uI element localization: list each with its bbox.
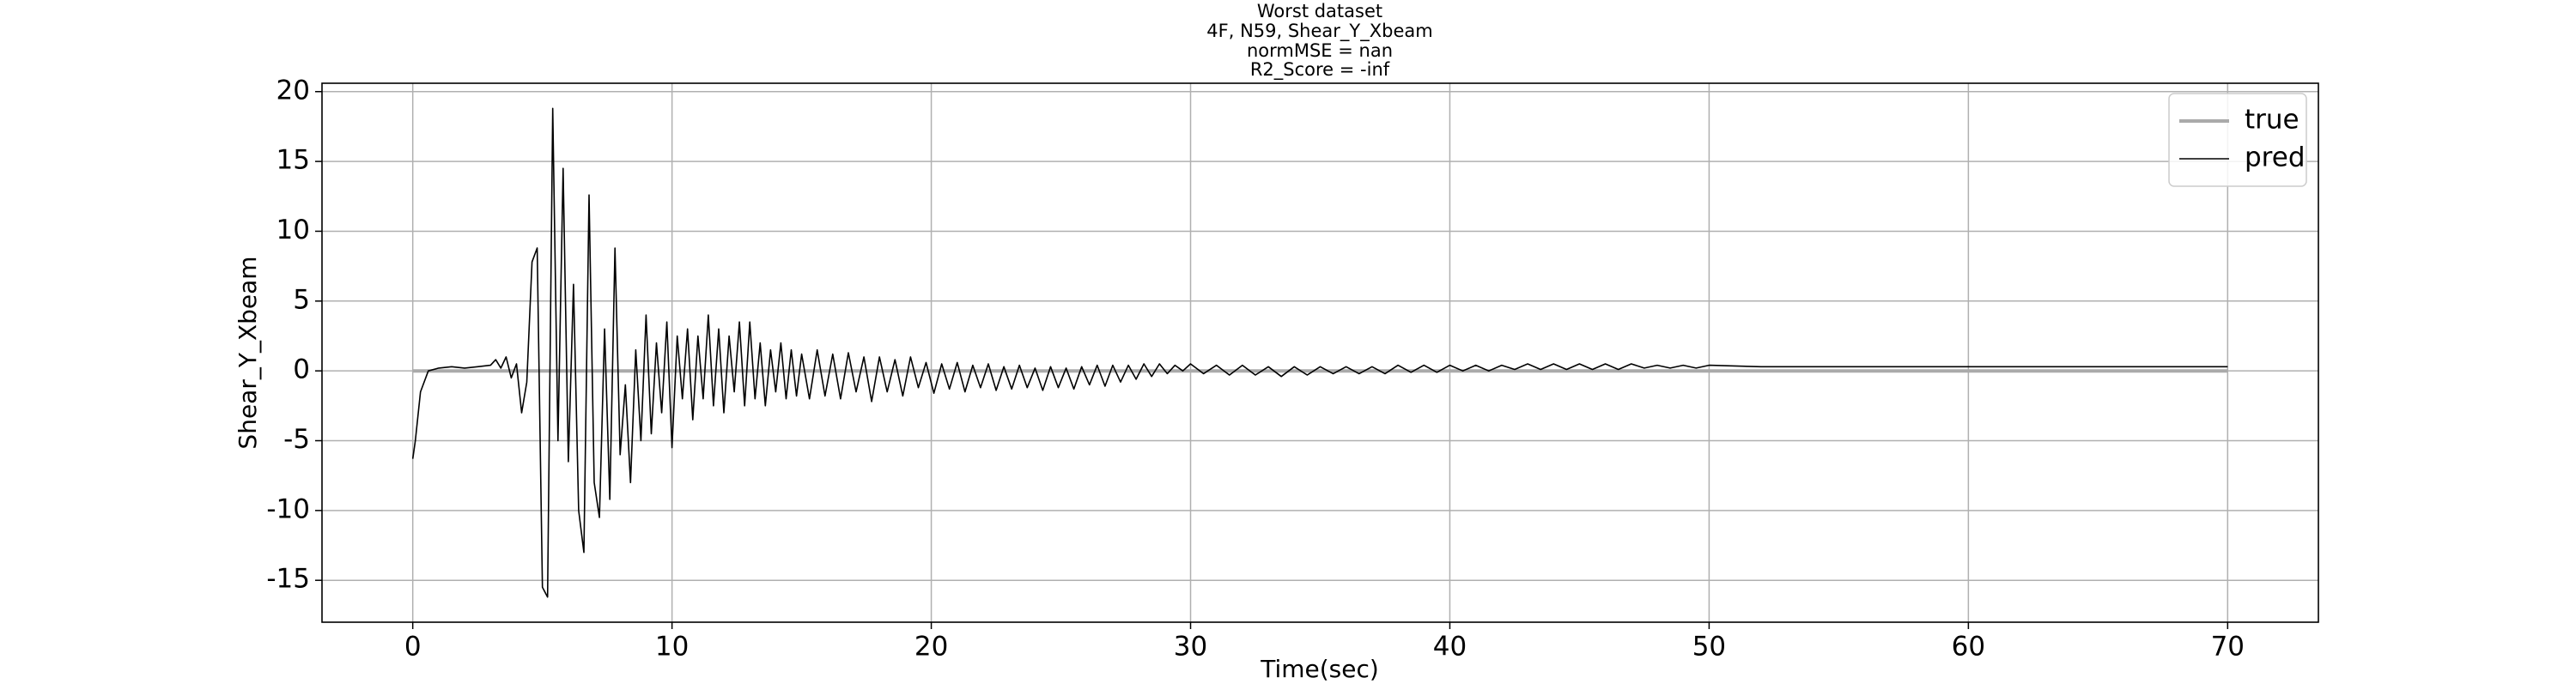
- y-tick-label: 15: [276, 145, 310, 176]
- x-axis-label: Time(sec): [1260, 655, 1379, 683]
- x-tick-label: 50: [1692, 632, 1726, 663]
- legend-box: [2168, 93, 2307, 187]
- x-tick-label: 40: [1433, 632, 1467, 663]
- y-tick-label: -15: [266, 564, 310, 595]
- y-tick-label: -5: [283, 424, 310, 455]
- title-line: normMSE = nan: [1247, 40, 1393, 61]
- y-tick-label: 5: [293, 284, 310, 315]
- x-tick-label: 10: [655, 632, 689, 663]
- line-series: [411, 107, 2228, 598]
- x-tick-label: 0: [404, 632, 422, 663]
- title-line: 4F, N59, Shear_Y_Xbeam: [1206, 21, 1432, 42]
- title-line: R2_Score = -inf: [1250, 59, 1390, 81]
- y-tick-label: -10: [266, 493, 310, 524]
- legend-label: true: [2245, 105, 2300, 136]
- y-tick-label: 20: [276, 75, 310, 106]
- legend-label: pred: [2245, 142, 2306, 173]
- plot-frame: [321, 82, 2319, 623]
- x-tick-label: 20: [914, 632, 948, 663]
- x-tick-label: 30: [1174, 632, 1207, 663]
- x-tick-label: 60: [1952, 632, 1985, 663]
- title-line: Worst dataset: [1257, 1, 1382, 21]
- x-tick-label: 70: [2211, 632, 2245, 663]
- y-axis-label: Shear_Y_Xbeam: [234, 256, 262, 449]
- y-tick-label: 0: [293, 354, 310, 385]
- y-tick-label: 10: [276, 215, 310, 245]
